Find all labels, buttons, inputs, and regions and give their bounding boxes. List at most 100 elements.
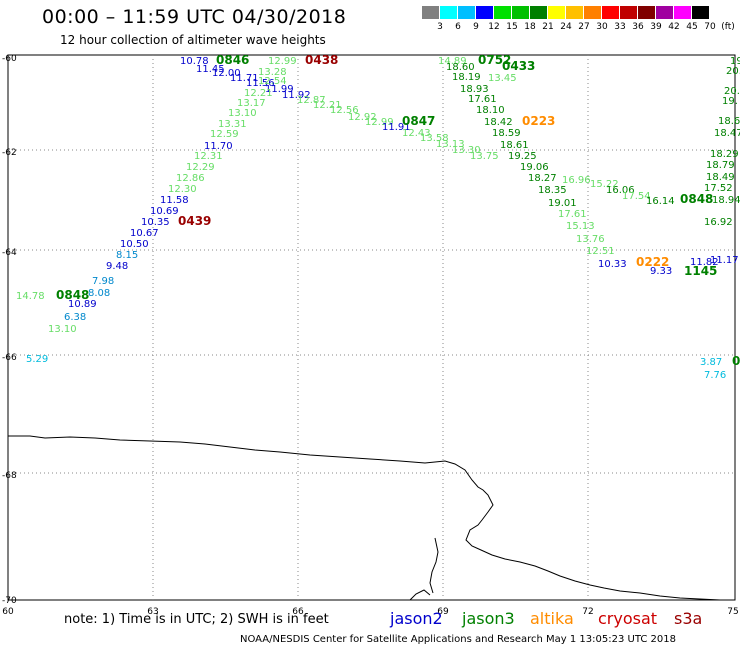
wave-height-label: 12.43 — [402, 128, 431, 139]
wave-height-label: 12.92 — [348, 112, 377, 123]
wave-height-label: 12.00 — [212, 68, 241, 79]
legend-label: 21 — [542, 22, 554, 32]
wave-height-label: 16.06 — [606, 185, 635, 196]
pass-time-label: 0 — [732, 354, 740, 368]
latitude-labels: -60 -62 -64 -66 -68 -70 — [2, 54, 17, 606]
latitude-label: -64 — [2, 248, 17, 258]
legend-label: 24 — [560, 22, 572, 32]
wave-height-label: 11.17 — [710, 255, 739, 266]
longitude-label: 69 — [437, 607, 449, 617]
legend-swatch — [656, 6, 674, 19]
wave-height-label: 18.19 — [452, 72, 481, 83]
wave-height-label: 12.59 — [210, 129, 239, 140]
wave-height-label: 11.99 — [265, 84, 294, 95]
wave-height-label: 18.60 — [446, 62, 475, 73]
pass-time-label: 0846 — [216, 53, 249, 67]
wave-height-label: 10.50 — [120, 239, 149, 250]
wave-height-label: 19.25 — [508, 151, 537, 162]
longitude-label: 72 — [582, 607, 593, 617]
pass-time-label: 0438 — [305, 53, 338, 67]
wave-height-label: 19. — [722, 96, 738, 107]
wave-height-label: 13.10 — [228, 108, 257, 119]
wave-height-label: 5.29 — [26, 354, 48, 365]
legend-label: 30 — [596, 22, 608, 32]
legend-label: 12 — [488, 22, 500, 32]
pass-time-label: 0848 — [680, 192, 713, 206]
legend-label: (ft) — [721, 22, 735, 32]
wave-height-label: 13.58 — [420, 133, 449, 144]
wave-height-label: 17.52 — [704, 183, 733, 194]
legend-swatch — [620, 6, 638, 19]
wave-height-label: 11.91 — [382, 122, 411, 133]
pass-time-label: 0752 — [478, 53, 511, 67]
wave-height-label: 18.6 — [718, 116, 740, 127]
antarctic-coastline — [8, 435, 721, 601]
wave-height-label: 12.56 — [330, 105, 359, 116]
wave-height-label: 11.70 — [204, 141, 233, 152]
latitude-label: -70 — [2, 596, 17, 606]
wave-height-label: 18.10 — [476, 105, 505, 116]
wave-height-label: 19.06 — [520, 162, 549, 173]
legend-label: 45 — [686, 22, 698, 32]
latitude-label: -68 — [2, 471, 17, 481]
wave-height-label: 10.67 — [130, 228, 159, 239]
wave-height-label: 17.54 — [622, 191, 651, 202]
legend-swatch — [458, 6, 476, 19]
wave-height-label: 10.89 — [68, 299, 97, 310]
wave-height-label: 10.33 — [598, 259, 627, 270]
wave-height-label: 18.93 — [460, 84, 489, 95]
wave-height-label: 18.61 — [500, 140, 529, 151]
note-text: note: 1) Time is in UTC; 2) SWH is in fe… — [64, 612, 329, 627]
wave-height-label: 12.54 — [258, 76, 287, 87]
wave-height-label: 12.99 — [268, 56, 297, 67]
wave-height-label: 12.99 — [365, 117, 394, 128]
latitude-label: -62 — [2, 148, 17, 158]
longitude-label: 63 — [147, 607, 158, 617]
latitude-label: -66 — [2, 353, 17, 363]
wave-height-label: 12.51 — [586, 246, 615, 257]
map-title: 00:00 – 11:59 UTC 04/30/2018 — [42, 6, 347, 28]
wave-height-label: 17.61 — [558, 209, 587, 220]
wave-height-label: 12.30 — [168, 184, 197, 195]
wave-height-label: 12.31 — [194, 151, 223, 162]
legend-swatch — [512, 6, 530, 19]
longitude-label: 66 — [292, 607, 304, 617]
wave-height-label: 18.59 — [492, 128, 521, 139]
wave-height-label: 12.87 — [297, 95, 326, 106]
wave-height-label: 10.78 — [180, 56, 209, 67]
legend-swatch — [530, 6, 548, 19]
wave-height-label: 10.35 — [141, 217, 170, 228]
wave-height-label: 18.79 — [706, 160, 735, 171]
pass-time-label: 0222 — [636, 255, 669, 269]
legend-swatch — [494, 6, 512, 19]
legend-label: 27 — [578, 22, 590, 32]
legend-swatch — [476, 6, 494, 19]
wave-height-label: 18.47 — [714, 128, 740, 139]
wave-height-label: 10.69 — [150, 206, 179, 217]
wave-height-label: 14.89 — [438, 56, 467, 67]
wave-height-label: 18.35 — [538, 185, 567, 196]
wave-height-label: 9.48 — [106, 261, 128, 272]
wave-height-label: 3.87 — [700, 357, 722, 368]
legend-swatch — [440, 6, 458, 19]
wave-height-label: 12.21 — [313, 100, 342, 111]
legend-label: 36 — [632, 22, 644, 32]
satellite-jason3: jason3 — [462, 609, 515, 628]
wave-height-label: 18.94 — [712, 195, 740, 206]
wave-height-label: 17.61 — [468, 94, 497, 105]
pass-time-label: 1145 — [684, 264, 717, 278]
graticule — [8, 55, 735, 600]
legend-swatch — [548, 6, 566, 19]
wave-height-label: 19.01 — [548, 198, 577, 209]
legend-swatch — [692, 6, 710, 19]
wave-height-label: 13.30 — [452, 145, 481, 156]
wave-height-label: 20. — [726, 66, 740, 77]
wave-height-observations: 10.78 084611.4512.0011.7111.5611.9911.921… — [16, 53, 740, 381]
wave-height-label: 18.27 — [528, 173, 557, 184]
pass-time-label: 0223 — [522, 114, 555, 128]
wave-height-label: 11.92 — [282, 90, 311, 101]
wave-height-label: 11.58 — [160, 195, 189, 206]
legend-swatch — [422, 6, 440, 19]
wave-height-label: 12.86 — [176, 173, 205, 184]
